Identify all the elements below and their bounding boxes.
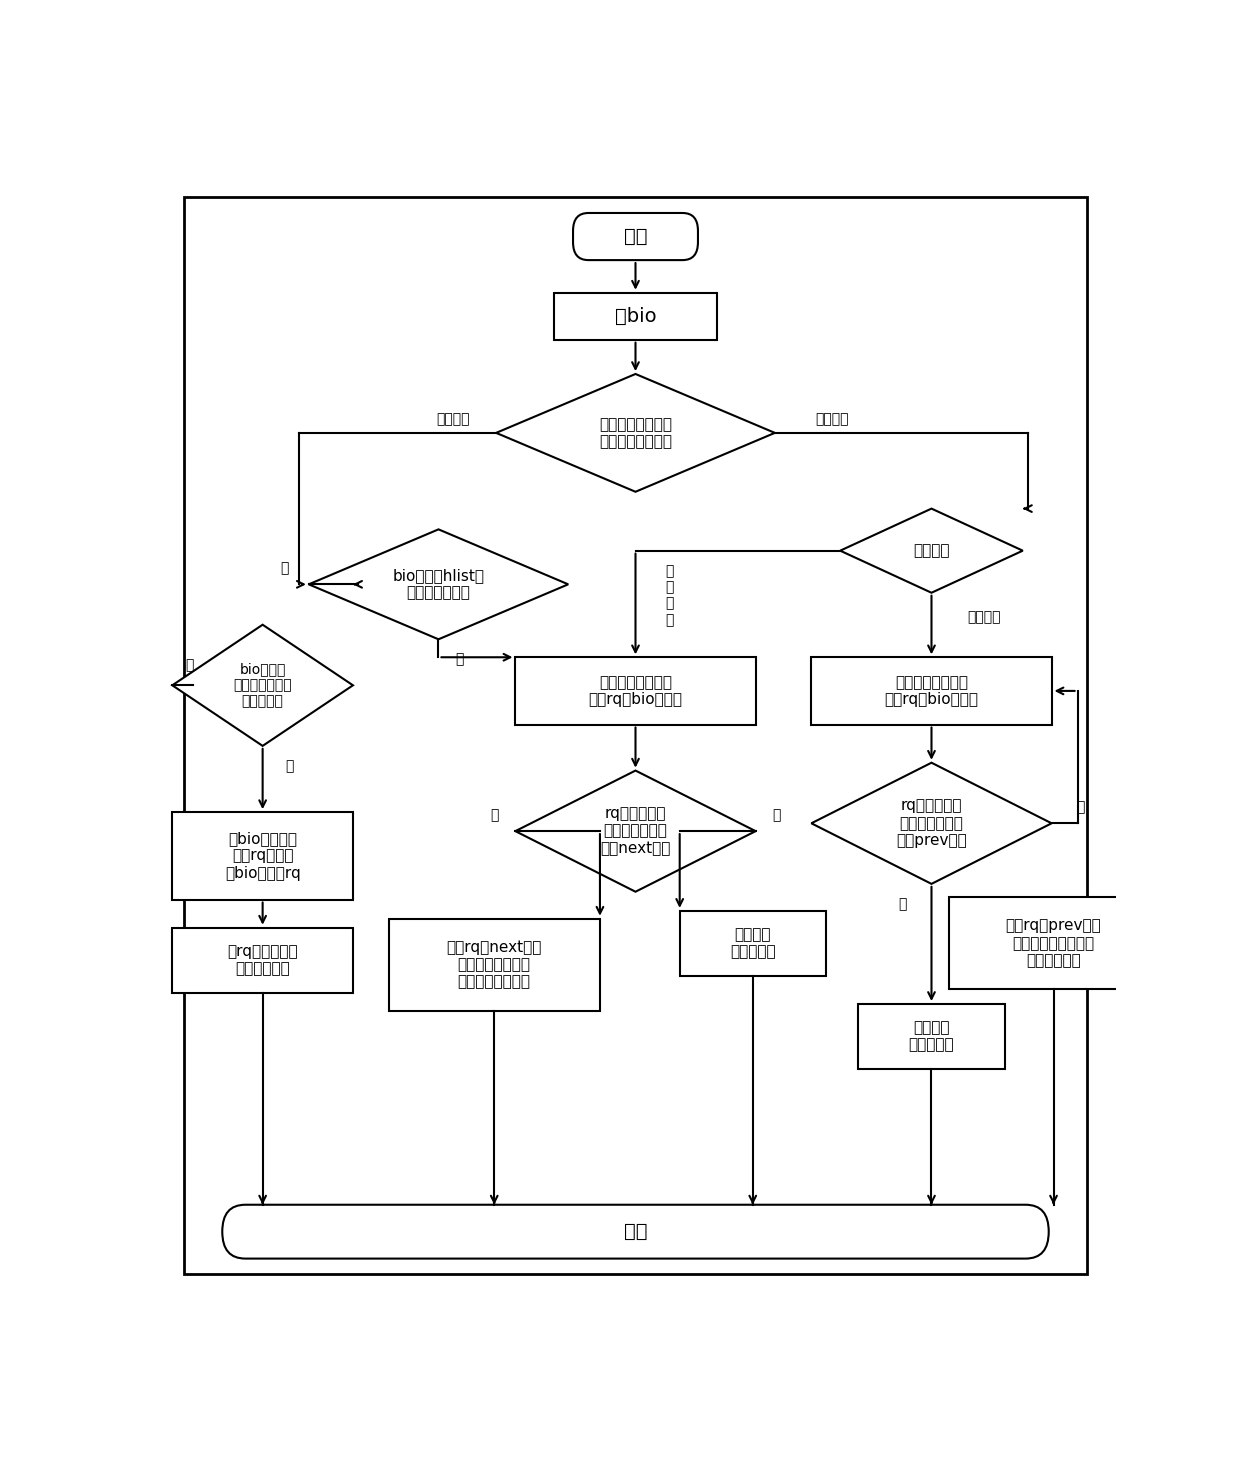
Text: 读bio: 读bio bbox=[615, 306, 656, 326]
Bar bbox=[858, 1004, 1004, 1069]
Polygon shape bbox=[309, 529, 568, 640]
Text: bio能否与hlist中
的请求后向合并: bio能否与hlist中 的请求后向合并 bbox=[393, 568, 485, 600]
FancyBboxPatch shape bbox=[573, 213, 698, 261]
Text: 进行相应
处理与设置: 进行相应 处理与设置 bbox=[730, 927, 775, 960]
Text: 完成可前向合并的
请求rq与bio的合并: 完成可前向合并的 请求rq与bio的合并 bbox=[884, 675, 978, 707]
Text: 前向合并: 前向合并 bbox=[967, 610, 1001, 625]
Text: 开始: 开始 bbox=[624, 227, 647, 246]
Polygon shape bbox=[811, 762, 1052, 884]
Polygon shape bbox=[496, 374, 775, 492]
Text: 是: 是 bbox=[185, 659, 193, 672]
Text: rq能否与读红
黑树中的后一个
请求next合并: rq能否与读红 黑树中的后一个 请求next合并 bbox=[600, 806, 671, 857]
Text: 为bio分配一个
请求rq，并用
该bio初始化rq: 为bio分配一个 请求rq，并用 该bio初始化rq bbox=[224, 830, 300, 880]
Text: 是: 是 bbox=[490, 809, 498, 822]
Bar bbox=[680, 911, 826, 976]
Text: 否: 否 bbox=[280, 561, 289, 576]
FancyBboxPatch shape bbox=[222, 1205, 1049, 1259]
Bar bbox=[811, 657, 1052, 724]
Text: 结束: 结束 bbox=[624, 1222, 647, 1241]
Polygon shape bbox=[516, 771, 755, 892]
Text: 进行相应
处理与设置: 进行相应 处理与设置 bbox=[909, 1020, 955, 1052]
Text: bio能否与
读红黑树中的请
求前向合并: bio能否与 读红黑树中的请 求前向合并 bbox=[233, 661, 291, 708]
Bar bbox=[388, 919, 600, 1011]
Text: 是: 是 bbox=[1076, 800, 1085, 814]
Text: 完成rq与next的合
并，然后进行合并
之后的处理与设置: 完成rq与next的合 并，然后进行合并 之后的处理与设置 bbox=[446, 940, 542, 989]
Bar bbox=[172, 812, 353, 899]
Text: 将rq加入读链表
和读红黑树中: 将rq加入读链表 和读红黑树中 bbox=[227, 944, 298, 976]
Text: 否: 否 bbox=[899, 898, 906, 911]
Text: 否: 否 bbox=[285, 759, 294, 774]
Polygon shape bbox=[841, 508, 1023, 593]
Text: 是否能与缓存的上
一个合并请求合并: 是否能与缓存的上 一个合并请求合并 bbox=[599, 417, 672, 449]
Bar bbox=[554, 293, 717, 339]
Text: 是: 是 bbox=[455, 653, 464, 666]
Bar bbox=[516, 657, 755, 724]
Text: 后
向
合
并: 后 向 合 并 bbox=[665, 564, 673, 627]
Polygon shape bbox=[172, 625, 353, 746]
Text: 可以合并: 可以合并 bbox=[816, 412, 849, 427]
Text: 合并类型: 合并类型 bbox=[913, 543, 950, 558]
Text: 不能合并: 不能合并 bbox=[436, 412, 470, 427]
Text: rq能否与读红
黑树中的前一个
请求prev合并: rq能否与读红 黑树中的前一个 请求prev合并 bbox=[897, 798, 967, 848]
Text: 完成rq与prev的合
并，然后进行合并之
后的相关处理: 完成rq与prev的合 并，然后进行合并之 后的相关处理 bbox=[1006, 918, 1101, 969]
Text: 完成可后向合并的
请求rq与bio的合并: 完成可后向合并的 请求rq与bio的合并 bbox=[589, 675, 682, 707]
Text: 否: 否 bbox=[773, 809, 781, 822]
Bar bbox=[172, 928, 353, 992]
Bar bbox=[949, 898, 1158, 989]
